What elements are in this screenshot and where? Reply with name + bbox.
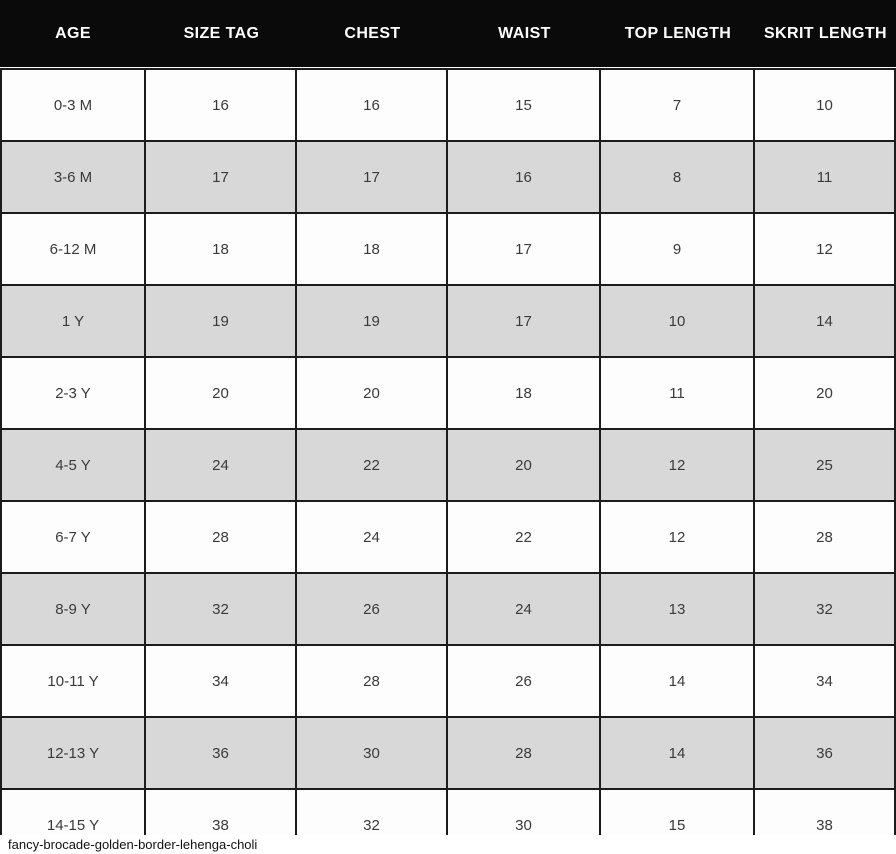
table-cell: 14-15 Y (0, 790, 146, 854)
table-cell: 28 (448, 718, 601, 788)
caption-strip: fancy-brocade-golden-border-lehenga-chol… (0, 835, 896, 854)
table-cell: 17 (448, 214, 601, 284)
table-cell: 18 (146, 214, 297, 284)
table-cell: 12-13 Y (0, 718, 146, 788)
table-cell: 36 (146, 718, 297, 788)
table-cell: 24 (297, 502, 448, 572)
table-cell: 11 (755, 142, 896, 212)
table-cell: 16 (448, 142, 601, 212)
table-cell: 11 (601, 358, 755, 428)
table-cell: 32 (755, 574, 896, 644)
table-cell: 20 (297, 358, 448, 428)
table-cell: 24 (448, 574, 601, 644)
table-cell: 26 (297, 574, 448, 644)
table-cell: 20 (146, 358, 297, 428)
table-row: 6-12 M 18 18 17 9 12 (0, 214, 896, 286)
table-cell: 17 (297, 142, 448, 212)
table-cell: 19 (146, 286, 297, 356)
table-row: 8-9 Y 32 26 24 13 32 (0, 574, 896, 646)
table-cell: 14 (601, 718, 755, 788)
table-cell: 22 (448, 502, 601, 572)
column-header: AGE (55, 24, 91, 42)
table-row: 2-3 Y 20 20 18 11 20 (0, 358, 896, 430)
table-cell: 18 (448, 358, 601, 428)
table-cell: 24 (146, 430, 297, 500)
table-cell: 17 (448, 286, 601, 356)
table-cell: 16 (297, 70, 448, 140)
table-cell: 18 (297, 214, 448, 284)
table-cell: 14 (601, 646, 755, 716)
column-header: CHEST (344, 24, 401, 42)
table-cell: 9 (601, 214, 755, 284)
table-row: 4-5 Y 24 22 20 12 25 (0, 430, 896, 502)
table-cell: 14 (755, 286, 896, 356)
table-cell: 36 (755, 718, 896, 788)
table-cell: 2-3 Y (0, 358, 146, 428)
table-row: 6-7 Y 28 24 22 12 28 (0, 502, 896, 574)
table-cell: 25 (755, 430, 896, 500)
table-cell: 26 (448, 646, 601, 716)
column-header: WAIST (498, 24, 551, 42)
table-cell: 28 (755, 502, 896, 572)
table-cell: 15 (448, 70, 601, 140)
table-cell: 8-9 Y (0, 574, 146, 644)
table-cell: 17 (146, 142, 297, 212)
table-cell: 1 Y (0, 286, 146, 356)
table-cell: 30 (297, 718, 448, 788)
table-cell: 12 (755, 214, 896, 284)
table-cell: 6-7 Y (0, 502, 146, 572)
table-row: 3-6 M 17 17 16 8 11 (0, 142, 896, 214)
table-cell: 20 (448, 430, 601, 500)
table-cell: 10-11 Y (0, 646, 146, 716)
table-cell: 10 (601, 286, 755, 356)
filename-caption: fancy-brocade-golden-border-lehenga-chol… (8, 837, 258, 852)
table-cell: 30 (448, 790, 601, 854)
table-cell: 32 (146, 574, 297, 644)
table-cell: 3-6 M (0, 142, 146, 212)
table-cell: 22 (297, 430, 448, 500)
table-cell: 13 (601, 574, 755, 644)
table-row: 0-3 M 16 16 15 7 10 (0, 70, 896, 142)
size-chart-body: 0-3 M 16 16 15 7 10 3-6 M 17 17 16 8 11 6-12 M 18 18 17… (0, 68, 896, 854)
table-row: 1 Y 19 19 17 10 14 (0, 286, 896, 358)
table-cell: 19 (297, 286, 448, 356)
table-cell: 4-5 Y (0, 430, 146, 500)
table-cell: 34 (146, 646, 297, 716)
column-header: SKRIT LENGTH (763, 24, 888, 42)
table-cell: 12 (601, 502, 755, 572)
table-cell: 28 (297, 646, 448, 716)
table-cell: 0-3 M (0, 70, 146, 140)
column-header: SIZE TAG (183, 24, 260, 42)
size-chart-header-row: AGE SIZE TAG CHEST WAIST TOP LENGTH SKRIT LEN… (0, 0, 896, 67)
table-cell: 16 (146, 70, 297, 140)
table-row: 10-11 Y 34 28 26 14 34 (0, 646, 896, 718)
table-cell: 38 (146, 790, 297, 854)
table-cell: 6-12 M (0, 214, 146, 284)
table-cell: 34 (755, 646, 896, 716)
table-cell: 32 (297, 790, 448, 854)
column-header: TOP LENGTH (624, 24, 732, 42)
table-cell: 15 (601, 790, 755, 854)
table-row: 12-13 Y 36 30 28 14 36 (0, 718, 896, 790)
table-cell: 20 (755, 358, 896, 428)
table-cell: 38 (755, 790, 896, 854)
table-cell: 8 (601, 142, 755, 212)
table-cell: 10 (755, 70, 896, 140)
table-cell: 28 (146, 502, 297, 572)
table-cell: 12 (601, 430, 755, 500)
table-cell: 7 (601, 70, 755, 140)
